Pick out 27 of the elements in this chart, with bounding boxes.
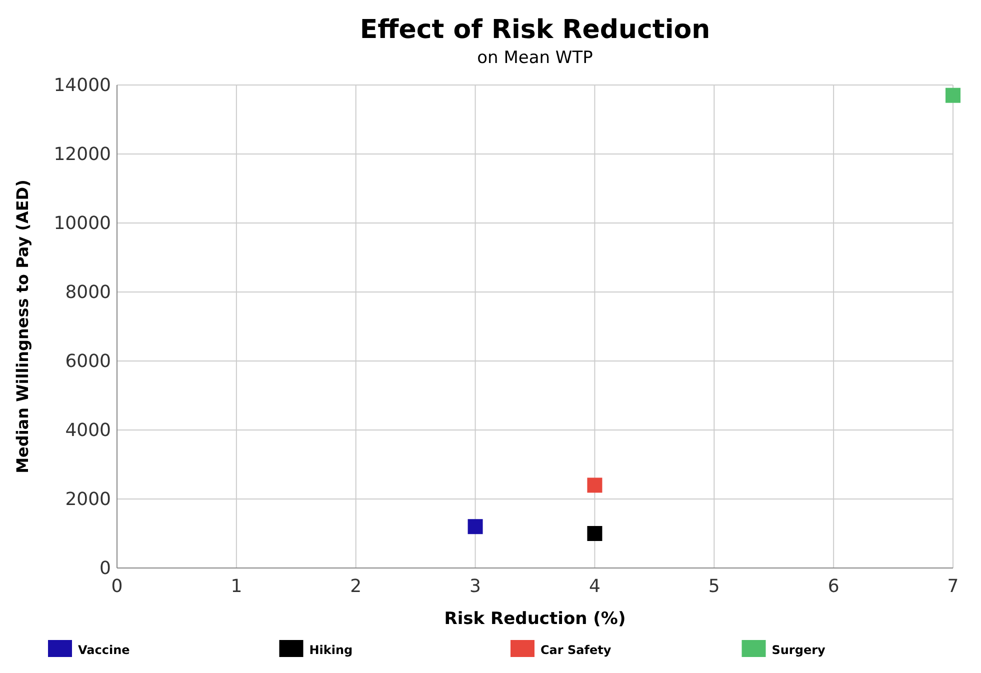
y-tick-label: 2000 <box>65 489 111 510</box>
legend-label: Car Safety <box>540 643 612 657</box>
y-tick-label: 14000 <box>54 75 111 96</box>
y-tick-label: 4000 <box>65 420 111 441</box>
point <box>946 88 960 103</box>
chart-subtitle: on Mean WTP <box>477 48 593 68</box>
x-tick-label: 7 <box>947 576 959 597</box>
y-tick-label: 6000 <box>65 351 111 372</box>
point <box>587 526 602 541</box>
x-tick-label: 3 <box>470 576 482 597</box>
legend-label: Vaccine <box>78 643 130 657</box>
y-tick-label: 10000 <box>54 213 111 234</box>
y-axis-title: Median Willingness to Pay (AED) <box>13 180 32 474</box>
x-tick-label: 6 <box>828 576 840 597</box>
y-tick-label: 12000 <box>54 144 111 165</box>
x-tick-label: 2 <box>350 576 362 597</box>
x-tick-label: 5 <box>708 576 720 597</box>
y-tick-label: 8000 <box>65 282 111 303</box>
x-axis-title: Risk Reduction (%) <box>444 609 626 629</box>
y-tick-label: 0 <box>100 558 111 579</box>
point <box>468 519 483 534</box>
x-tick-label: 4 <box>588 576 600 597</box>
x-tick-label: 1 <box>230 576 242 597</box>
point <box>587 478 602 493</box>
legend-label: Surgery <box>772 643 826 657</box>
legend-label: Hiking <box>309 643 353 657</box>
chart-title: Effect of Risk Reduction <box>360 15 710 45</box>
